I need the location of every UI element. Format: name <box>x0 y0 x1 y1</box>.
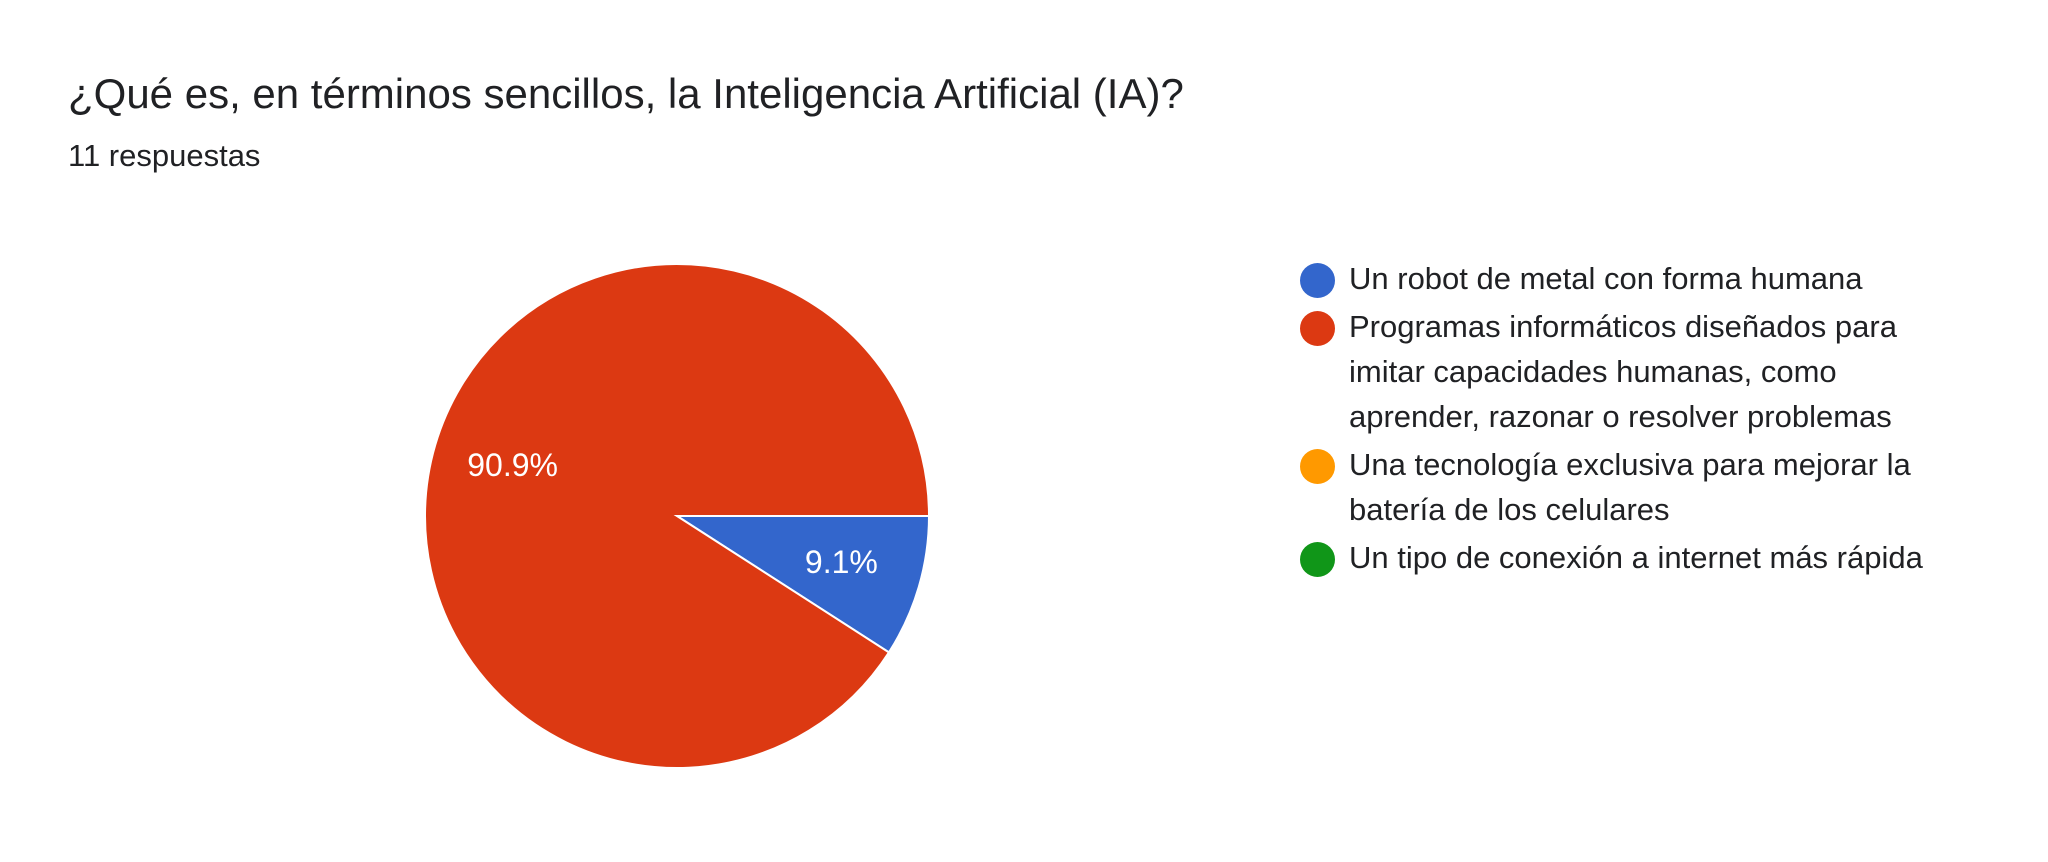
legend-item: Una tecnología exclusiva para mejorar la… <box>1300 446 1980 532</box>
data-label: 9.1% <box>805 544 878 580</box>
legend-label: Un robot de metal con forma humana <box>1349 261 1863 296</box>
legend-label: Un tipo de conexión a internet más rápid… <box>1349 540 1923 575</box>
data-label: 90.9% <box>467 447 558 483</box>
pie-slice <box>673 515 931 654</box>
legend-swatch <box>1300 263 1335 298</box>
pie-slice <box>424 263 931 769</box>
chart-subtitle: 11 respuestas <box>68 138 261 173</box>
legend-swatch <box>1300 449 1335 484</box>
legend-item: Un tipo de conexión a internet más rápid… <box>1300 539 1980 580</box>
legend-swatch <box>1300 542 1335 577</box>
legend-item: Programas informáticos diseñados para im… <box>1300 308 1980 439</box>
chart-title: ¿Qué es, en términos sencillos, la Intel… <box>68 70 1184 117</box>
legend-swatch <box>1300 311 1335 346</box>
legend-label: Programas informáticos diseñados para im… <box>1349 309 1897 434</box>
legend: Un robot de metal con forma humana Progra… <box>1300 260 1980 587</box>
legend-label: Una tecnología exclusiva para mejorar la… <box>1349 447 1911 527</box>
legend-item: Un robot de metal con forma humana <box>1300 260 1980 301</box>
